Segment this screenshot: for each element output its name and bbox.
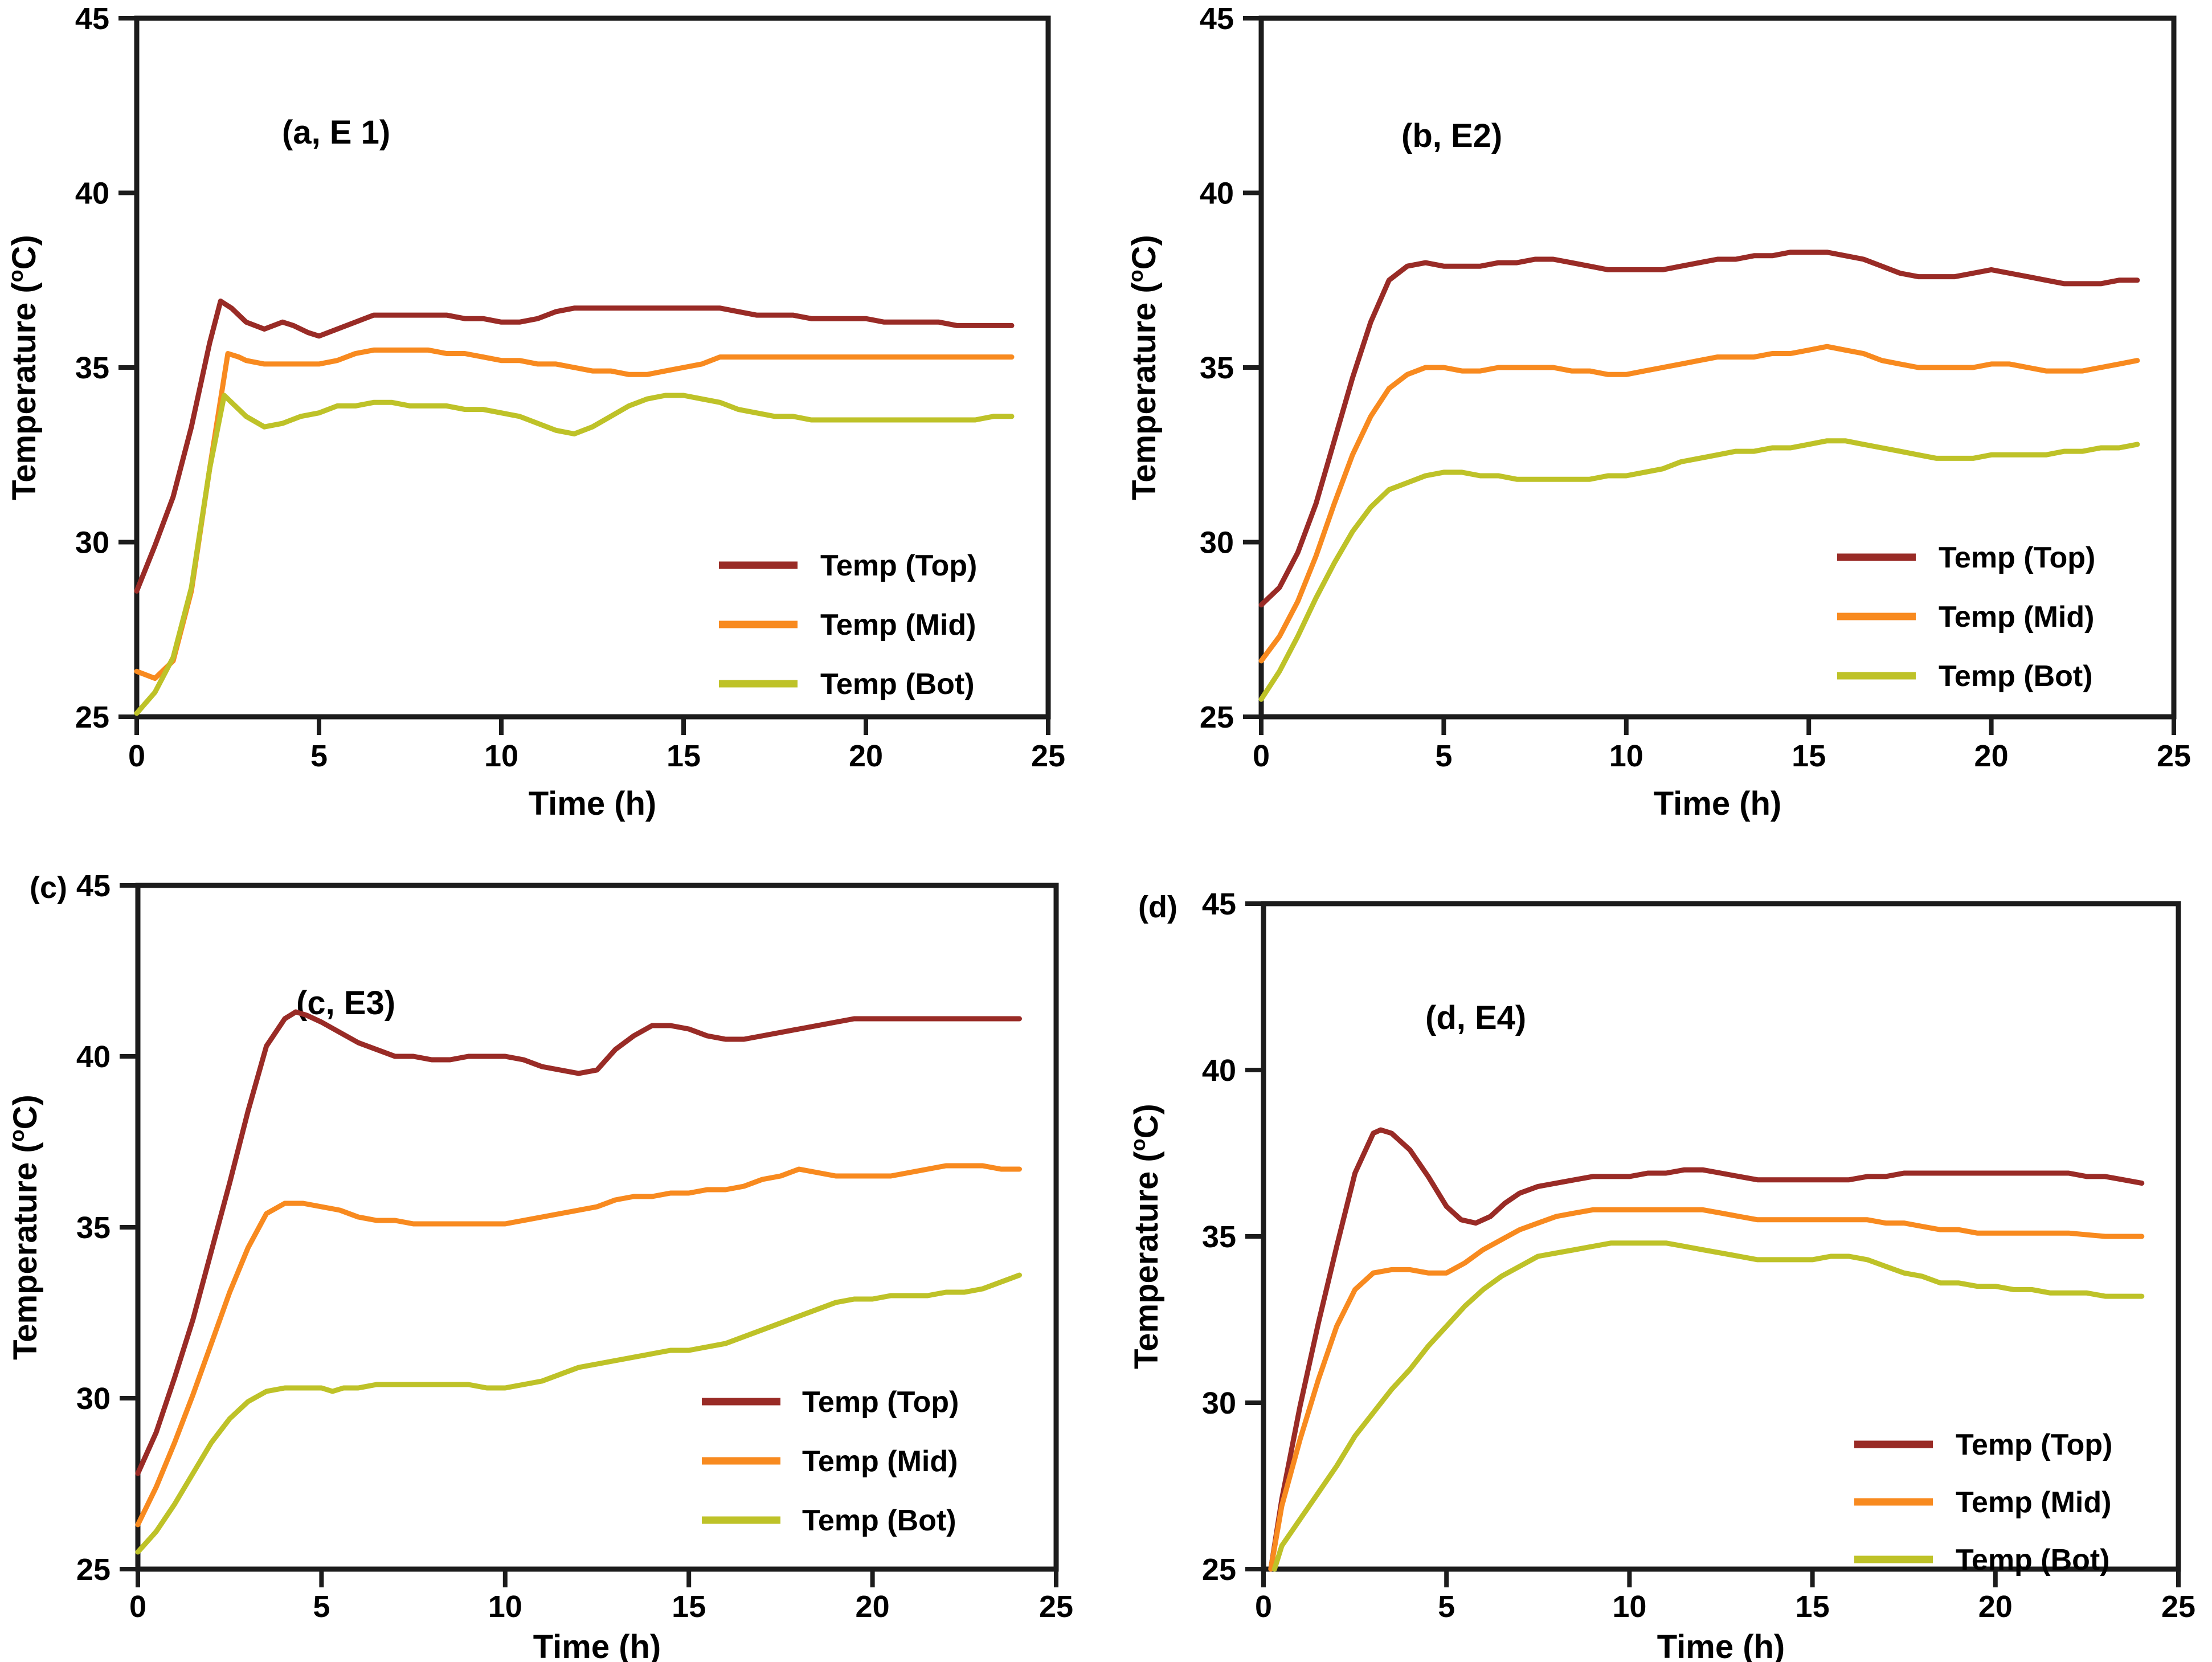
y-tick-label: 45 (1200, 2, 1234, 36)
legend-label-temp-top: Temp (Top) (820, 549, 977, 582)
legend-label-temp-bot: Temp (Bot) (1939, 660, 2093, 693)
y-tick-label: 40 (75, 177, 109, 211)
legend-label-temp-mid: Temp (Mid) (820, 609, 976, 642)
y-tick-label: 35 (1200, 351, 1234, 385)
x-tick-label: 10 (1609, 739, 1643, 773)
panel-c-e3-chart: 0 5 10 15 20 25 25 30 35 40 45 Time (h) Temperature … (0, 831, 1105, 1662)
panel-title: (d, E4) (1425, 999, 1526, 1036)
legend-label-temp-bot: Temp (Bot) (802, 1504, 956, 1537)
y-tick-label: 35 (76, 1211, 111, 1245)
x-tick-label: 25 (2157, 739, 2191, 773)
panel-outer-label: (d) (1138, 890, 1177, 924)
panel-a-svg: 0 5 10 15 20 25 25 30 35 40 45 Time (h) Temperature … (4, 2, 1065, 822)
x-tick-label: 15 (667, 739, 701, 773)
y-axis-title: Temperature (oC) (1124, 235, 1163, 500)
series-line-temp-top (1258, 250, 2140, 608)
x-axis-title: Time (h) (529, 785, 657, 822)
x-axis-title: Time (h) (1654, 785, 1782, 822)
legend-label-temp-bot: Temp (Bot) (820, 668, 975, 701)
y-tick-label: 30 (76, 1382, 111, 1416)
x-tick-label: 5 (313, 1590, 330, 1624)
x-tick-label: 10 (1612, 1590, 1646, 1624)
legend-label-temp-bot: Temp (Bot) (1956, 1543, 2110, 1577)
y-tick-label: 30 (1202, 1386, 1236, 1420)
y-tick-label: 35 (75, 351, 109, 385)
panel-a-e1-chart: 0 5 10 15 20 25 25 30 35 40 45 Time (h) Temperature … (0, 0, 1105, 831)
y-tick-label: 40 (1200, 177, 1234, 211)
series-line-temp-top (135, 1009, 1022, 1476)
y-tick-label: 45 (75, 2, 109, 36)
x-tick-label: 15 (672, 1590, 706, 1624)
x-tick-label: 15 (1796, 1590, 1830, 1624)
legend-label-temp-top: Temp (Top) (1939, 541, 2095, 574)
series-line-temp-mid (1268, 1207, 2145, 1572)
legend-label-temp-mid: Temp (Mid) (1956, 1486, 2111, 1519)
x-tick-label: 25 (1039, 1590, 1073, 1624)
y-tick-label: 25 (76, 1553, 111, 1587)
y-tick-label: 45 (1202, 887, 1236, 921)
y-tick-label: 40 (76, 1040, 111, 1074)
y-tick-label: 30 (75, 526, 109, 560)
series-line-temp-top (1268, 1127, 2145, 1572)
y-tick-label: 25 (1202, 1553, 1236, 1587)
x-tick-label: 10 (484, 739, 518, 773)
series-line-temp-mid (134, 347, 1015, 681)
series-line-temp-bot (1271, 1240, 2145, 1572)
plot-box (1261, 901, 2181, 1572)
panel-d-e4-chart: 0 5 10 15 20 25 25 30 35 40 45 Time (h) Temperature … (1105, 831, 2212, 1662)
x-tick-label: 20 (1978, 1590, 2013, 1624)
y-tick-label: 30 (1200, 526, 1234, 560)
y-tick-label: 25 (75, 700, 109, 734)
x-tick-label: 15 (1792, 739, 1826, 773)
x-tick-label: 20 (856, 1590, 890, 1624)
legend-label-temp-mid: Temp (Mid) (802, 1445, 958, 1478)
y-tick-label: 35 (1202, 1220, 1236, 1254)
y-axis-title: Temperature (oC) (5, 1095, 44, 1360)
y-tick-label: 25 (1200, 700, 1234, 734)
panel-title: (a, E 1) (282, 114, 390, 151)
x-tick-label: 5 (1438, 1590, 1455, 1624)
series-line-temp-bot (1258, 438, 2140, 702)
x-tick-label: 0 (128, 739, 145, 773)
panel-outer-label: (c) (30, 871, 67, 905)
panel-title: (b, E2) (1401, 117, 1502, 154)
x-tick-label: 5 (310, 739, 328, 773)
legend-label-temp-top: Temp (Top) (802, 1386, 959, 1419)
x-tick-label: 0 (129, 1590, 146, 1624)
series-line-temp-bot (135, 1272, 1022, 1555)
series-line-temp-bot (134, 393, 1015, 716)
x-tick-label: 25 (1031, 739, 1065, 773)
y-axis-title: Temperature (oC) (1126, 1104, 1165, 1369)
x-tick-label: 0 (1255, 1590, 1272, 1624)
series-line-temp-top (134, 299, 1015, 594)
y-axis-title: Temperature (oC) (4, 235, 43, 500)
x-tick-label: 10 (488, 1590, 522, 1624)
x-tick-label: 20 (849, 739, 883, 773)
x-tick-label: 5 (1435, 739, 1452, 773)
legend-label-temp-top: Temp (Top) (1956, 1428, 2112, 1461)
panel-d-svg: 0 5 10 15 20 25 25 30 35 40 45 Time (h) Temperature … (1126, 887, 2195, 1662)
x-axis-title: Time (h) (1657, 1628, 1785, 1662)
panel-b-e2-chart: 0 5 10 15 20 25 25 30 35 40 45 Time (h) Temperature … (1105, 0, 2212, 831)
x-axis-title: Time (h) (533, 1628, 661, 1662)
x-tick-label: 25 (2161, 1590, 2195, 1624)
series-line-temp-mid (1258, 344, 2140, 664)
legend-label-temp-mid: Temp (Mid) (1939, 601, 2094, 634)
y-tick-label: 45 (76, 869, 111, 903)
y-tick-label: 40 (1202, 1053, 1236, 1088)
panel-b-svg: 0 5 10 15 20 25 25 30 35 40 45 Time (h) Temperature … (1124, 2, 2191, 822)
x-tick-label: 20 (1974, 739, 2009, 773)
x-tick-label: 0 (1253, 739, 1270, 773)
panel-c-svg: 0 5 10 15 20 25 25 30 35 40 45 Time (h) Temperature … (5, 869, 1073, 1662)
series-line-temp-mid (135, 1163, 1022, 1528)
